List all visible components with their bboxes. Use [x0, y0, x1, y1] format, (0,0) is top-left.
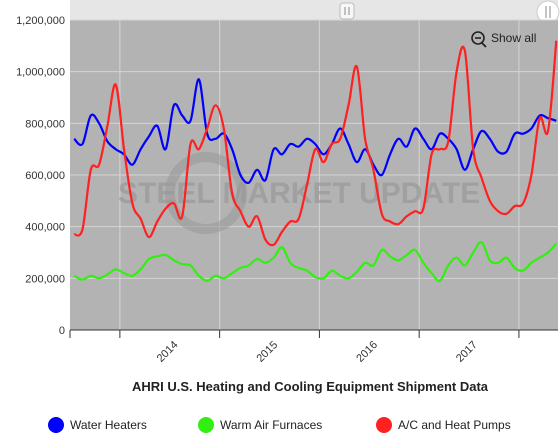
show-all-label[interactable]: Show all	[491, 31, 536, 45]
y-tick-label: 200,000	[25, 273, 65, 285]
y-tick-label: 1,200,000	[16, 15, 65, 27]
show-all-button[interactable]: Show all	[471, 31, 536, 48]
legend-item-water-heaters[interactable]: Water Heaters	[48, 417, 147, 433]
legend-item-warm-air-furnaces[interactable]: Warm Air Furnaces	[198, 417, 322, 433]
zoom-out-icon	[471, 31, 485, 45]
legend: Water Heaters Warm Air Furnaces A/C and He…	[48, 417, 511, 433]
x-tick-label: 2016	[354, 339, 380, 365]
legend-label: Water Heaters	[70, 418, 147, 432]
watermark: STEEL MARKET UPDATE	[118, 152, 480, 234]
legend-marker	[198, 417, 214, 433]
legend-label: A/C and Heat Pumps	[398, 418, 511, 432]
navigator-right-handle[interactable]	[536, 0, 560, 24]
series-line-warm-air-furnaces[interactable]	[73, 241, 558, 283]
legend-marker	[48, 417, 64, 433]
legend-item-a-c-and-heat-pumps[interactable]: A/C and Heat Pumps	[376, 417, 511, 433]
series-line-a-c-and-heat-pumps[interactable]	[73, 40, 558, 247]
chart-title: AHRI U.S. Heating and Cooling Equipment …	[132, 379, 489, 394]
navigator-track[interactable]	[70, 0, 558, 20]
navigator-left-handle[interactable]	[339, 2, 355, 20]
y-tick-label: 0	[59, 325, 65, 337]
watermark-text: STEEL MARKET UPDATE	[118, 177, 480, 210]
y-tick-label: 400,000	[25, 222, 65, 234]
y-axis: 0 200,000 400,000 600,000 800,000 1,000,000 1,…	[16, 15, 65, 337]
grid-lines	[70, 19, 558, 330]
x-tick-label: 2015	[255, 339, 281, 365]
x-tick-label: 2014	[155, 339, 181, 365]
y-tick-label: 600,000	[25, 170, 65, 182]
y-tick-label: 1,000,000	[16, 67, 65, 79]
legend-label: Warm Air Furnaces	[220, 418, 322, 432]
x-tick-label: 2017	[454, 339, 480, 365]
legend-marker	[376, 417, 392, 433]
x-axis: 2014 2015 2016 2017	[69, 330, 520, 365]
series-line-water-heaters[interactable]	[73, 78, 557, 185]
y-tick-label: 800,000	[25, 118, 65, 130]
series-layer	[73, 40, 558, 283]
